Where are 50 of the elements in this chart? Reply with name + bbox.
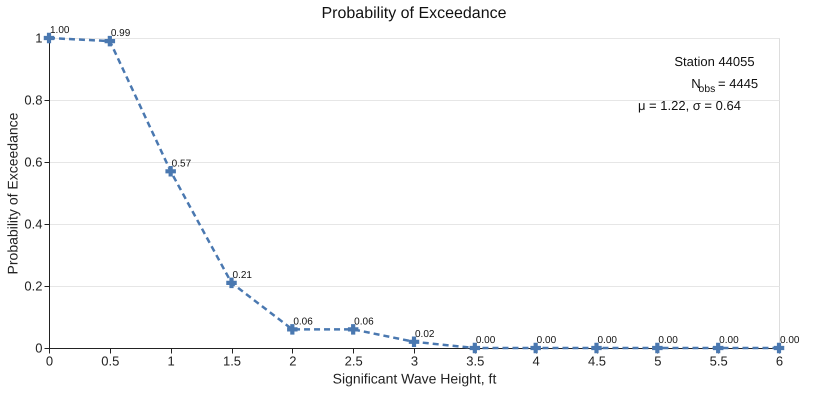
x-tick-label: 2.5	[344, 354, 363, 368]
x-tick-label: 4.5	[588, 354, 606, 368]
point	[652, 342, 663, 354]
point	[591, 342, 602, 354]
y-tick-label: 0	[35, 340, 42, 356]
data-label: 0.06	[354, 316, 374, 328]
point	[774, 342, 784, 354]
point	[287, 324, 298, 335]
x-tick-label: 5	[654, 354, 662, 368]
data-label: 0.00	[598, 335, 618, 346]
data-label: 0.00	[719, 335, 740, 346]
x-tick-label: 1	[168, 354, 175, 368]
point	[530, 342, 541, 354]
x-tick-label: 4	[532, 354, 540, 368]
x-tick-label: 1.5	[222, 354, 242, 368]
y-tick-label: 0.4	[24, 216, 42, 232]
data-label: 0.02	[415, 328, 435, 340]
x-tick-label: 3.5	[466, 354, 484, 368]
x-tick-label: 3	[410, 354, 418, 368]
point	[348, 324, 358, 335]
point	[470, 342, 480, 354]
point	[104, 36, 116, 46]
y-tick-label: 1	[35, 30, 42, 46]
annotation: Station 44055	[674, 54, 755, 69]
x-tick-label: 5.5	[710, 354, 728, 368]
y-tick-label: 0.2	[24, 278, 42, 294]
x-tick-label: 6	[776, 354, 784, 368]
data-label: 0.99	[110, 28, 131, 40]
x-tick-label: 2	[289, 354, 296, 368]
y-tick-label: 0.8	[24, 92, 42, 108]
data-label: 0.06	[293, 316, 314, 328]
data-label: 0.00	[658, 335, 678, 346]
point	[408, 336, 420, 348]
data-label: 1.00	[50, 25, 70, 36]
chart-title: Probability of Exceedance	[322, 5, 507, 22]
x-axis-title: Significant Wave Height, ft	[332, 370, 496, 386]
x-tick-label: 0	[46, 354, 54, 368]
data-label: 0.00	[476, 335, 496, 346]
point	[44, 32, 54, 44]
y-axis-title: Probability of Exceedance	[4, 112, 20, 274]
y-tick-label: 0.6	[24, 154, 42, 170]
point	[712, 342, 724, 354]
x-tick-label: 0.5	[101, 354, 120, 368]
point	[165, 166, 176, 177]
annotation: μ = 1.22, σ = 0.64	[638, 98, 741, 113]
data-label: 0.57	[172, 158, 192, 170]
data-label: 0.00	[536, 335, 557, 346]
point	[226, 278, 237, 288]
data-label: 0.00	[780, 335, 800, 346]
data-label: 0.21	[232, 270, 252, 281]
